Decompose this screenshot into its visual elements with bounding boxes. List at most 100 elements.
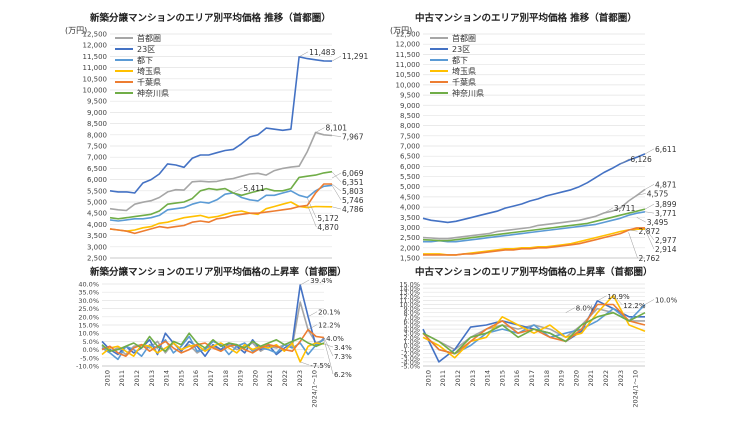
x-tick-label: 2019 xyxy=(558,370,566,387)
x-tick-label: 2020 xyxy=(572,370,580,387)
leader-line xyxy=(331,206,342,210)
y-tick-label: 3.0% xyxy=(403,330,420,338)
leader-line xyxy=(331,183,342,192)
data-label: 6,611 xyxy=(655,145,677,154)
y-tick-label: 13.0% xyxy=(399,289,420,297)
series-line-tokashita xyxy=(101,335,325,361)
series-line-ku23 xyxy=(109,55,333,194)
y-tick-label: 9,000 xyxy=(400,102,420,110)
y-tick-label: 30.0% xyxy=(78,297,99,305)
y-tick-label: 3,500 xyxy=(87,232,107,240)
leader-line xyxy=(300,279,310,286)
y-tick-label: 8,500 xyxy=(87,120,107,128)
y-tick-label: 8,000 xyxy=(87,131,107,139)
y-tick-label: 5,000 xyxy=(87,199,107,207)
leader-line xyxy=(636,217,646,223)
y-tick-label: 6,500 xyxy=(400,153,420,161)
legend-label: 23区 xyxy=(137,45,155,54)
x-tick-label: 2021 xyxy=(266,370,274,387)
y-tick-label: 6,000 xyxy=(87,176,107,184)
series-line-saitama xyxy=(109,201,333,232)
series-line-kanagawa xyxy=(109,170,333,220)
y-tick-label: -1.0% xyxy=(401,346,420,354)
legend-label: 千葉県 xyxy=(452,77,476,87)
y-tick-label: 7.0% xyxy=(403,313,420,321)
x-tick-label: 2024/1～10 xyxy=(632,370,640,408)
y-tick-label: 11,000 xyxy=(83,64,108,72)
x-tick-label: 2014 xyxy=(163,370,171,387)
leader-line xyxy=(331,172,342,179)
x-tick-label: 2018 xyxy=(543,370,551,387)
leader-line xyxy=(644,299,655,305)
data-label: 4,575 xyxy=(647,189,669,198)
x-tick-label: 2022 xyxy=(602,370,610,387)
y-tick-label: 9.0% xyxy=(403,305,420,313)
data-label: 5,746 xyxy=(342,196,364,205)
y-tick-label: 11,000 xyxy=(396,61,421,69)
y-tick-label: 4,500 xyxy=(87,210,107,218)
y-tick-label: 7,000 xyxy=(400,143,420,151)
y-tick-label: 35.0% xyxy=(78,289,99,297)
data-label: 4.0% xyxy=(326,335,344,343)
x-tick-label: 2011 xyxy=(118,370,126,387)
y-tick-label: 10,000 xyxy=(83,87,108,95)
x-tick-label: 2013 xyxy=(148,370,156,387)
series-line-tokashita xyxy=(109,184,333,222)
series-line-saitama xyxy=(101,342,325,363)
leader-line xyxy=(331,171,342,183)
y-tick-label: 2,500 xyxy=(400,234,420,242)
chart-used-rate: 中古マンションのエリア別平均価格の上昇率（首都圏） 15.0% 14.0% 13.0… xyxy=(385,264,715,422)
y-tick-label: 10,500 xyxy=(396,71,421,79)
x-tick-label: 2010 xyxy=(103,370,111,387)
y-tick-label: 14.0% xyxy=(399,285,420,293)
data-label: 2,914 xyxy=(655,245,677,254)
x-tick-label: 2012 xyxy=(454,370,462,387)
y-tick-label: 5,500 xyxy=(400,173,420,181)
y-tick-label: 10,000 xyxy=(396,81,421,89)
data-label: 8,101 xyxy=(326,124,348,133)
series-line-kanagawa xyxy=(422,311,646,355)
series-line-chiba xyxy=(109,183,332,235)
leader-line xyxy=(331,55,342,62)
y-tick-label: 4,000 xyxy=(87,221,107,229)
leader-line xyxy=(597,295,607,302)
legend-label: 千葉県 xyxy=(137,77,161,87)
x-tick-label: 2023 xyxy=(296,370,304,387)
x-tick-label: 2011 xyxy=(439,370,447,387)
data-label: 5,411 xyxy=(243,184,265,193)
y-tick-label: 11.0% xyxy=(399,297,420,305)
y-tick-label: -2.0% xyxy=(401,350,420,358)
y-tick-label: 15.0% xyxy=(78,322,99,330)
y-tick-label: 6,500 xyxy=(87,165,107,173)
y-tick-label: 3,000 xyxy=(400,224,420,232)
x-tick-label: 2019 xyxy=(237,370,245,387)
data-label: 2,977 xyxy=(655,236,677,245)
leader-line xyxy=(644,203,655,210)
y-tick-label: 1.0% xyxy=(403,338,420,346)
y-tick-label: 3,500 xyxy=(400,214,420,222)
x-tick-label: 2016 xyxy=(513,370,521,387)
leader-line xyxy=(308,311,318,317)
leader-line xyxy=(323,339,334,375)
y-tick-label: 10.0% xyxy=(78,330,99,338)
y-tick-label: 10.0% xyxy=(399,301,420,309)
y-tick-label: 12,500 xyxy=(83,31,108,39)
data-label: 8.0% xyxy=(576,305,594,313)
y-tick-label: 5,500 xyxy=(87,187,107,195)
x-tick-label: 2021 xyxy=(587,370,595,387)
legend-label: 埼玉県 xyxy=(137,66,161,76)
data-label: 10.0% xyxy=(655,297,678,305)
series-line-kanagawa xyxy=(422,208,646,242)
data-label: 11,483 xyxy=(309,48,335,57)
y-tick-label: -3.0% xyxy=(401,354,420,362)
x-tick-label: 2012 xyxy=(133,370,141,387)
data-label: 6,069 xyxy=(342,169,364,178)
legend-label: 神奈川県 xyxy=(137,88,169,98)
y-tick-label: 4,000 xyxy=(400,204,420,212)
data-label: 7.3% xyxy=(334,353,352,361)
x-tick-label: 2020 xyxy=(251,370,259,387)
chart-new-price: 新築分譲マンションのエリア別平均価格 推移（首都圏） (万円) 12,500 12… xyxy=(60,10,390,270)
chart-title: 中古マンションのエリア別平均価格の上昇率（首都圏） xyxy=(415,267,653,278)
legend-label: 埼玉県 xyxy=(452,66,476,76)
data-label: 11,291 xyxy=(342,52,368,61)
